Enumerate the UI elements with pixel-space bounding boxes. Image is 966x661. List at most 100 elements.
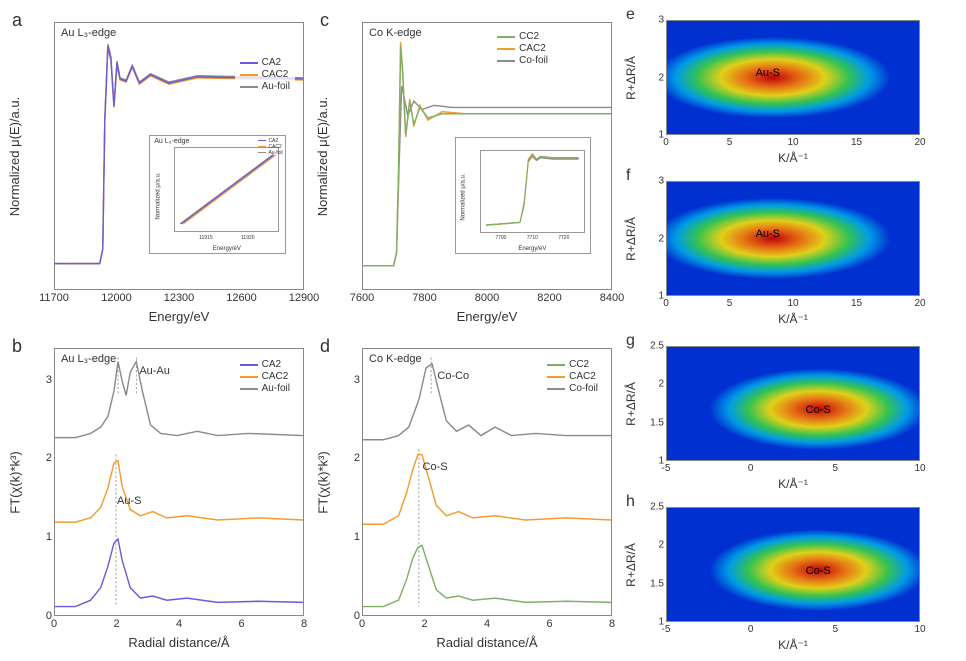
legend-row: CC2 [547,359,598,370]
heatmap-f [667,182,919,295]
peak-label-auau: Au-Au [139,365,170,377]
edge-label-d: Co K-edge [369,353,422,365]
curve-d-cac2 [363,455,611,525]
edge-label-b: Au L₃-edge [61,353,116,365]
panel-c: c Normalized μ(E)/a.u. Co K-edge CC2 CAC… [316,8,616,326]
xlabel-a: Energy/eV [54,309,304,324]
panel-f: f R+ΔR/Å 123 Au-S 05101520 K/Å⁻¹ [624,169,924,326]
edge-label-c: Co K-edge [369,27,422,39]
legend-row: Co-foil [547,383,598,394]
yticks-b: 0123 [28,348,52,616]
yticks-h: 11.522.5 [642,507,664,622]
legend-d: CC2 CAC2 Co-foil [542,355,603,398]
ylabel-h: R+ΔR/Å [622,507,640,622]
inset-title-a: Au L₃-edge [154,138,189,145]
inset-c: Normalized μ/a.u. Energy/eV 7700 7710 77… [455,137,591,254]
panel-label-c: c [320,10,329,31]
xticks-a: 1170012000123001260012900 [54,292,304,306]
panel-label-g: g [626,332,635,350]
heatmap-g [667,347,919,460]
ylabel-g: R+ΔR/Å [622,346,640,461]
panel-label-b: b [12,336,22,357]
axes-b: Au L₃-edge Au-Au Au-S CA2 CAC2 Au-foil [54,348,304,616]
axes-d: Co K-edge Co-Co Co-S CC2 CAC2 Co-foil [362,348,612,616]
xlabel-c: Energy/eV [362,309,612,324]
inset-plot-c [480,150,585,233]
legend-row: Au-foil [240,383,290,394]
yticks-c [336,22,360,290]
xticks-f: 05101520 [666,298,920,310]
panel-a: a Normalized μ(E)/a.u. Au L₃-edge CA2 CA… [8,8,308,326]
legend-row: CA2 [240,57,290,68]
ylabel-a: Normalized μ(E)/a.u. [6,22,24,290]
panel-e: e R+ΔR/Å 123 Au-S 05101520 K/Å⁻¹ [624,8,924,165]
axes-f: Au-S [666,181,920,296]
inset-plot-a [174,147,279,232]
xlabel-f: K/Å⁻¹ [666,312,920,326]
xlabel-g: K/Å⁻¹ [666,477,920,491]
heatmap-h [667,508,919,621]
yticks-g: 11.522.5 [642,346,664,461]
panel-label-f: f [626,167,630,185]
legend-row: Au-foil [240,81,290,92]
figure-grid: a Normalized μ(E)/a.u. Au L₃-edge CA2 CA… [8,8,958,653]
yticks-d: 0123 [336,348,360,616]
xlabel-b: Radial distance/Å [54,635,304,650]
panel-b: b FT(χ(k)*k³) 0123 Au L₃-edge Au-Au Au-S… [8,334,308,652]
xticks-g: -50510 [666,463,920,475]
xticks-e: 05101520 [666,137,920,149]
panel-d: d FT(χ(k)*k³) 0123 Co K-edge Co-Co Co-S … [316,334,616,652]
curve-b-ca2 [55,539,303,607]
panel-label-a: a [12,10,22,31]
legend-row: CAC2 [497,43,548,54]
ylabel-d: FT(χ(k)*k³) [314,348,332,616]
legend-row: CA2 [240,359,290,370]
legend-row: CAC2 [547,371,598,382]
yticks-a [28,22,52,290]
heatmap-e [667,21,919,134]
panel-label-h: h [626,493,635,511]
heat-label-g: Co-S [806,404,831,416]
axes-e: Au-S [666,20,920,135]
panel-h: h R+ΔR/Å 11.522.5 Co-S -50510 K/Å⁻¹ [624,495,924,652]
legend-c: CC2 CAC2 Co-foil [492,27,553,70]
xticks-h: -50510 [666,624,920,636]
axes-h: Co-S [666,507,920,622]
legend-row: CC2 [497,31,548,42]
heat-label-f: Au-S [756,228,780,240]
curve-d-cc2 [363,545,611,606]
rightcol-gh: g R+ΔR/Å 11.522.5 Co-S -50510 K/Å⁻¹ h R+… [624,334,924,652]
edge-label-a: Au L₃-edge [61,27,116,39]
legend-b: CA2 CAC2 Au-foil [235,355,295,398]
axes-a: Au L₃-edge CA2 CAC2 Au-foil Au L₃-edge N… [54,22,304,290]
peak-label-coco: Co-Co [437,370,469,382]
panel-g: g R+ΔR/Å 11.522.5 Co-S -50510 K/Å⁻¹ [624,334,924,491]
panel-label-d: d [320,336,330,357]
xticks-b: 02468 [54,618,304,632]
ylabel-f: R+ΔR/Å [622,181,640,296]
panel-label-e: e [626,6,635,24]
xlabel-e: K/Å⁻¹ [666,151,920,165]
xticks-c: 76007800800082008400 [362,292,612,306]
legend-row: Co-foil [497,55,548,66]
peak-label-cos: Co-S [423,461,448,473]
ylabel-e: R+ΔR/Å [622,20,640,135]
heat-label-h: Co-S [806,565,831,577]
legend-row: CAC2 [240,371,290,382]
yticks-f: 123 [642,181,664,296]
ylabel-b: FT(χ(k)*k³) [6,348,24,616]
axes-c: Co K-edge CC2 CAC2 Co-foil Normalized μ/… [362,22,612,290]
xlabel-h: K/Å⁻¹ [666,638,920,652]
rightcol-ef: e R+ΔR/Å 123 Au-S 05101520 K/Å⁻¹ f R+ΔR/… [624,8,924,326]
yticks-e: 123 [642,20,664,135]
axes-g: Co-S [666,346,920,461]
curve-b-cac2 [55,461,303,522]
xticks-d: 02468 [362,618,612,632]
legend-row: CAC2 [240,69,290,80]
heat-label-e: Au-S [756,67,780,79]
peak-label-aus: Au-S [117,495,141,507]
xlabel-d: Radial distance/Å [362,635,612,650]
ylabel-c: Normalized μ(E)/a.u. [314,22,332,290]
inset-a: Au L₃-edge Normalized μ/a.u. Energy/eV 1… [149,135,285,255]
legend-a: CA2 CAC2 Au-foil [235,53,295,96]
